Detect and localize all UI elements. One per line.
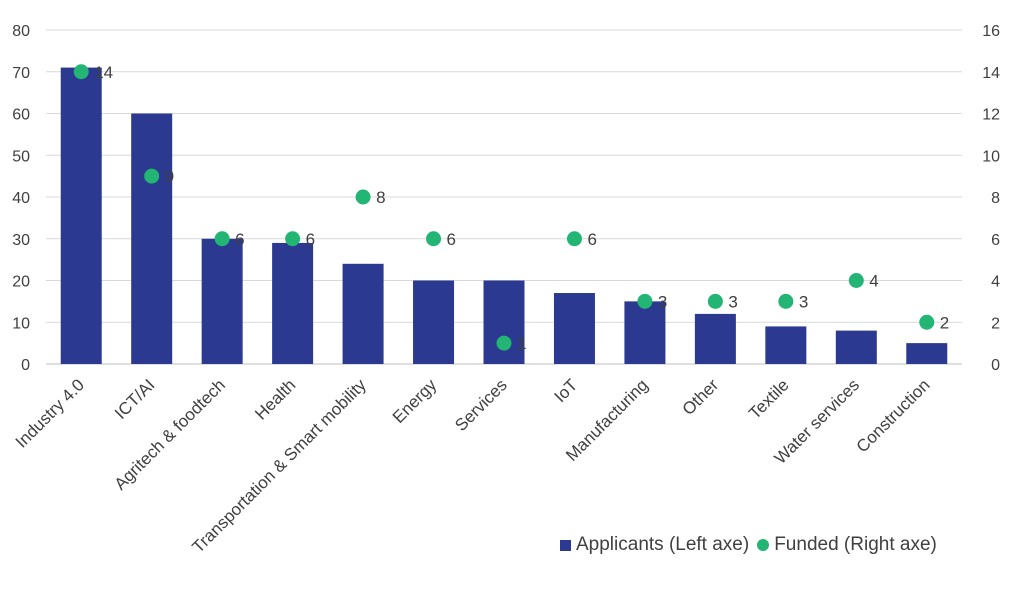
funded-point — [566, 231, 582, 247]
right-axis: 0 2 4 6 8 10 12 14 16 — [982, 23, 1000, 374]
funded-point — [355, 189, 371, 205]
right-tick-label: 10 — [982, 148, 1000, 165]
left-tick-label: 80 — [12, 23, 30, 40]
funded-point — [426, 231, 442, 247]
category-label: IoT — [550, 375, 581, 406]
left-axis: 0 10 20 30 40 50 60 70 80 — [12, 23, 30, 374]
funded-point — [919, 314, 935, 330]
funded-data-label: 3 — [658, 292, 667, 311]
bar — [694, 313, 736, 364]
legend: Applicants (Left axe) Funded (Right axe) — [560, 534, 945, 556]
bar — [624, 301, 666, 364]
bar — [342, 263, 384, 364]
left-tick-label: 60 — [12, 107, 30, 124]
legend-label-applicants: Applicants (Left axe) — [576, 534, 750, 555]
left-tick-label: 40 — [12, 190, 30, 207]
funded-point — [73, 64, 89, 80]
funded-point — [778, 293, 794, 309]
bar — [60, 67, 102, 364]
funded-data-label: 6 — [235, 230, 244, 249]
right-tick-label: 14 — [982, 65, 1000, 82]
category-label: Health — [251, 375, 299, 423]
funded-point — [848, 273, 864, 288]
left-tick-label: 30 — [12, 232, 30, 249]
legend-swatch-dot — [757, 539, 770, 551]
left-tick-label: 0 — [21, 357, 30, 374]
bar — [413, 280, 455, 364]
left-tick-label: 20 — [12, 274, 30, 291]
bar — [765, 326, 807, 364]
funded-point — [496, 335, 512, 351]
left-tick-label: 10 — [12, 315, 30, 332]
right-tick-label: 4 — [991, 274, 1000, 291]
left-tick-label: 50 — [12, 148, 30, 165]
legend-swatch-bar — [560, 539, 571, 551]
category-label: Textile — [745, 375, 793, 423]
legend-item-applicants: Applicants (Left axe) — [560, 534, 749, 556]
bar — [131, 113, 173, 364]
funded-data-label: 6 — [447, 230, 456, 249]
funded-data-label: 3 — [799, 292, 808, 311]
funded-data-label: 4 — [869, 272, 878, 291]
funded-data-label: 1 — [517, 334, 526, 353]
bar — [835, 330, 877, 364]
funded-data-label: 3 — [728, 292, 737, 311]
funded-data-label: 6 — [587, 230, 596, 249]
gridlines — [46, 29, 962, 365]
funded-data-label: 14 — [94, 63, 113, 82]
right-tick-label: 0 — [991, 357, 1000, 374]
bar-series — [60, 67, 948, 364]
left-tick-label: 70 — [12, 65, 30, 82]
funded-data-label: 6 — [306, 230, 315, 249]
right-tick-label: 6 — [991, 232, 1000, 249]
bar — [553, 293, 595, 364]
funded-point — [637, 293, 653, 309]
funded-data-label: 2 — [940, 313, 949, 332]
right-tick-label: 8 — [991, 190, 1000, 207]
category-label: Construction — [853, 375, 934, 456]
legend-item-funded: Funded (Right axe) — [757, 534, 937, 556]
funded-point — [285, 231, 301, 247]
funded-point — [707, 293, 723, 309]
category-label: Industry 4.0 — [12, 375, 88, 451]
category-label: Other — [679, 375, 723, 419]
funded-point — [144, 168, 160, 184]
right-tick-label: 16 — [982, 23, 1000, 40]
category-label: Energy — [389, 375, 441, 427]
funded-data-label: 8 — [376, 188, 385, 207]
category-label: Services — [451, 375, 511, 435]
funded-point — [214, 231, 230, 247]
right-tick-label: 2 — [991, 315, 1000, 332]
category-label: ICT/AI — [111, 375, 158, 422]
dot-series: 14 9 6 6 8 6 1 6 3 3 3 4 2 — [73, 63, 949, 353]
bar — [272, 242, 314, 364]
legend-label-funded: Funded (Right axe) — [774, 534, 937, 555]
right-tick-label: 12 — [982, 107, 1000, 124]
bar — [906, 343, 948, 364]
funded-data-label: 9 — [165, 167, 174, 186]
bar — [201, 238, 243, 364]
